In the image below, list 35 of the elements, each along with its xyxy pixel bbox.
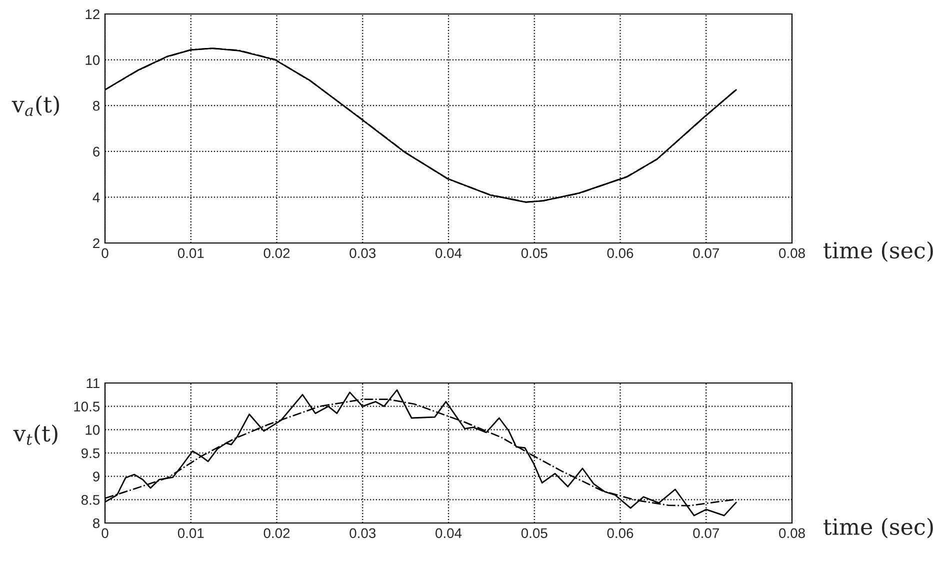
y-tick-label: 8.5: [81, 495, 100, 505]
x-tick-label: 0.01: [178, 528, 204, 538]
y-tick-label: 8: [93, 518, 100, 528]
x-tick-label: 0: [102, 528, 108, 538]
y-axis-title: v$_{a}$(t): [12, 96, 59, 116]
x-tick-label: 0.04: [436, 248, 462, 258]
x-tick-label: 0.05: [521, 248, 548, 258]
y-axis-title: v$_{t}$(t): [13, 424, 58, 446]
x-tick-label: 0.04: [436, 528, 462, 538]
x-tick-label: 0.06: [607, 528, 634, 538]
x-tick-label: 0.05: [521, 528, 548, 538]
y-tick-label: 12: [86, 9, 100, 20]
x-tick-label: 0.06: [607, 248, 634, 258]
x-tick-label: 0.02: [264, 528, 290, 538]
x-axis-title: time (sec): [824, 241, 933, 262]
x-tick-label: 0.01: [178, 248, 204, 258]
y-tick-label: 10: [86, 55, 100, 65]
x-tick-label: 0.03: [350, 528, 376, 538]
x-tick-label: 0.07: [693, 528, 719, 538]
x-tick-label: 0.08: [779, 248, 805, 258]
x-tick-label: 0.08: [779, 528, 805, 538]
y-tick-label: 2: [93, 238, 100, 248]
x-tick-label: 0.03: [350, 248, 376, 258]
x-tick-label: 0.02: [264, 248, 290, 258]
y-tick-label: 6: [93, 146, 100, 157]
y-tick-label: 10: [86, 425, 100, 435]
y-tick-label: 10.5: [74, 402, 100, 412]
y-tick-label: 9: [93, 472, 100, 482]
y-tick-label: 4: [92, 192, 100, 202]
x-tick-label: 0.07: [693, 248, 719, 258]
x-axis-title: time (sec): [824, 518, 933, 538]
y-tick-label: 8: [93, 100, 100, 111]
x-tick-label: 0: [102, 248, 108, 258]
y-tick-label: 9.5: [81, 448, 100, 458]
y-tick-label: 11: [86, 378, 100, 388]
